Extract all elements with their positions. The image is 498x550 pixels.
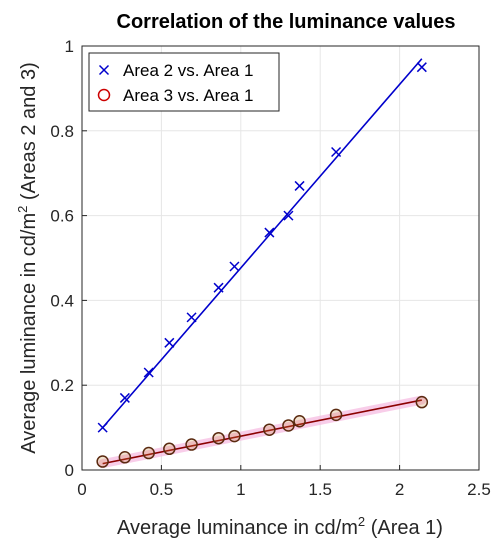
fit-line-area2 <box>102 58 423 429</box>
x-tick-label-2: 1 <box>236 480 245 499</box>
legend-marker-circle <box>97 88 111 102</box>
y-tick-label-4: 0.8 <box>50 122 74 141</box>
axes <box>81 45 480 471</box>
legend-x-icon <box>98 64 110 76</box>
data-point-area2-10 <box>331 146 342 158</box>
data-point-area2-3 <box>164 337 175 348</box>
grid-lines <box>81 45 480 471</box>
legend-marker-x <box>98 64 110 76</box>
data-point-area3-1 <box>118 451 132 464</box>
data-point-area3-4 <box>185 438 198 451</box>
data-point-area2-4 <box>186 312 197 323</box>
legend-label-area2: Area 2 vs. Area 1 <box>123 61 253 80</box>
x-tick-label-4: 2 <box>395 480 404 499</box>
x-tick-label-1: 0.5 <box>150 480 174 499</box>
data-point-area3-7 <box>263 423 276 436</box>
y-tick-label-2: 0.4 <box>50 291 74 310</box>
chart-title: Correlation of the luminance values <box>117 11 456 33</box>
legend-label-area3: Area 3 vs. Area 1 <box>123 86 253 105</box>
data-point-area2-11 <box>416 62 427 73</box>
x-tick-label-3: 1.5 <box>308 480 332 499</box>
fit-line-area3 <box>102 399 422 465</box>
x-axis-label: Average luminance in cd/m2 (Area 1) <box>117 514 443 539</box>
data-point-area2-9 <box>294 180 305 191</box>
y-axis-label: Average luminance in cd/m2 (Areas 2 and … <box>15 62 40 454</box>
y-tick-label-3: 0.6 <box>50 207 74 226</box>
data-point-area3-3 <box>163 442 176 456</box>
y-tick-label-1: 0.2 <box>50 376 74 395</box>
data-point-area2-5 <box>213 282 224 293</box>
legend-entry-area2: Area 2 vs. Area 1 <box>98 61 253 80</box>
fit-lines <box>98 58 427 469</box>
data-point-area2-8 <box>283 210 294 221</box>
legend-box <box>88 52 280 112</box>
y-tick-label-0: 0 <box>65 461 74 480</box>
data-point-area2-2 <box>143 367 154 378</box>
legend-entry-area3: Area 3 vs. Area 1 <box>97 86 253 105</box>
data-point-area2-6 <box>229 261 240 272</box>
axes-box <box>81 45 480 471</box>
data-point-area2-7 <box>264 227 275 238</box>
data-point-area3-5 <box>212 431 225 445</box>
data-markers <box>96 62 429 468</box>
data-point-area3-8 <box>282 419 295 432</box>
data-point-area2-1 <box>119 392 130 403</box>
tick-labels: 0 0.5 1 1.5 2 2.5 0 0.2 0.4 0.6 0.8 1 <box>50 37 490 499</box>
data-point-area3-10 <box>329 408 343 422</box>
x-tick-label-5: 2.5 <box>467 480 491 499</box>
data-point-area3-6 <box>228 429 241 443</box>
legend-circle-icon <box>97 88 111 102</box>
x-tick-label-0: 0 <box>77 480 86 499</box>
data-point-area3-11 <box>415 395 429 409</box>
y-tick-label-5: 1 <box>65 37 74 56</box>
data-point-area3-2 <box>142 446 155 460</box>
data-point-area3-0 <box>96 455 109 468</box>
legend: Area 2 vs. Area 1 Area 3 vs. Area 1 <box>88 52 280 112</box>
data-point-area2-0 <box>97 422 108 433</box>
data-point-area3-9 <box>293 414 306 428</box>
